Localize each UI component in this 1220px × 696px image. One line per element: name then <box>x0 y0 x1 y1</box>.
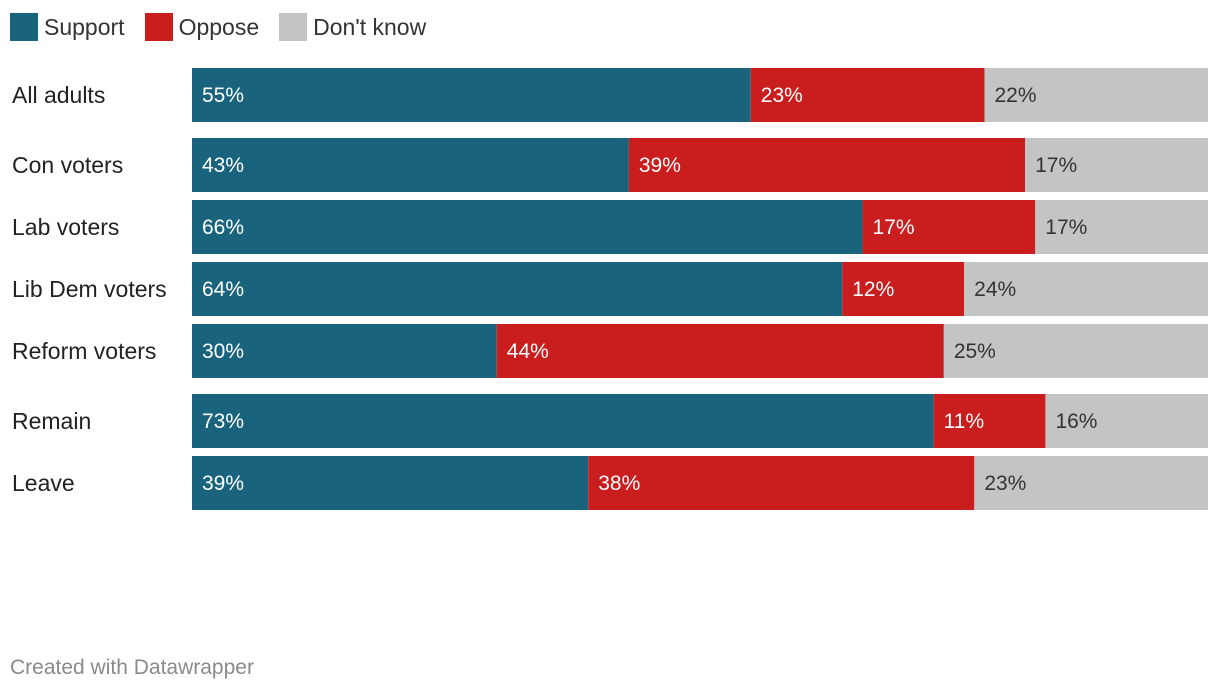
value-label-support-leave: 39% <box>202 472 244 495</box>
bar-oppose-remain <box>933 394 1046 448</box>
bar-support-lab-voters <box>192 200 863 254</box>
bar-support-lib-dem-voters <box>192 262 843 316</box>
bar-support-con-voters <box>192 138 629 192</box>
legend-label-don-t-know: Don't know <box>313 13 427 40</box>
bar-row-remain: Remain 73% 11% 16% <box>12 394 1208 448</box>
value-label-don-t-know-con-voters: 17% <box>1035 154 1077 177</box>
value-label-support-remain: 73% <box>202 410 244 433</box>
bar-don-t-know-leave <box>974 456 1208 510</box>
value-label-don-t-know-leave: 23% <box>984 472 1026 495</box>
value-label-don-t-know-lab-voters: 17% <box>1045 216 1087 239</box>
bar-don-t-know-con-voters <box>1025 138 1208 192</box>
value-label-don-t-know-remain: 16% <box>1055 410 1097 433</box>
value-label-don-t-know-lib-dem-voters: 24% <box>974 278 1016 301</box>
bar-support-leave <box>192 456 589 510</box>
bar-row-leave: Leave 39% 38% 23% <box>12 456 1208 510</box>
row-label-reform-voters: Reform voters <box>12 338 156 364</box>
value-label-support-all-adults: 55% <box>202 84 244 107</box>
row-label-lab-voters: Lab voters <box>12 214 119 240</box>
value-label-support-con-voters: 43% <box>202 154 244 177</box>
row-label-remain: Remain <box>12 408 91 434</box>
bar-row-all-adults: All adults 55% 23% 22% <box>12 68 1208 122</box>
bar-support-reform-voters <box>192 324 497 378</box>
bar-don-t-know-all-adults <box>984 68 1208 122</box>
bar-oppose-all-adults <box>750 68 985 122</box>
legend-item-oppose: Oppose <box>144 13 260 41</box>
value-label-oppose-leave: 38% <box>598 472 640 495</box>
bar-oppose-leave <box>588 456 975 510</box>
legend-label-oppose: Oppose <box>178 13 260 40</box>
value-label-oppose-lib-dem-voters: 12% <box>852 278 894 301</box>
bar-row-lib-dem-voters: Lib Dem voters 64% 12% 24% <box>12 262 1208 316</box>
bar-row-lab-voters: Lab voters 66% 17% 17% <box>12 200 1208 254</box>
legend-item-support: Support <box>10 13 125 41</box>
bar-row-con-voters: Con voters 43% 39% 17% <box>12 138 1208 192</box>
legend-swatch-oppose <box>144 13 173 41</box>
value-label-don-t-know-reform-voters: 25% <box>954 340 996 363</box>
bar-row-reform-voters: Reform voters 30% 44% 25% <box>12 324 1208 378</box>
legend-swatch-don-t-know <box>279 13 308 41</box>
value-label-oppose-remain: 11% <box>944 410 984 433</box>
bar-don-t-know-reform-voters <box>943 324 1208 378</box>
value-label-oppose-reform-voters: 44% <box>507 340 549 363</box>
datawrapper-credit: Created with Datawrapper <box>10 656 254 679</box>
bar-support-remain <box>192 394 934 448</box>
chart-legend: Support Oppose Don't know <box>10 10 446 44</box>
legend-label-support: Support <box>44 13 125 40</box>
bar-oppose-lab-voters <box>862 200 1036 254</box>
bar-oppose-reform-voters <box>496 324 944 378</box>
bar-oppose-lib-dem-voters <box>842 262 965 316</box>
value-label-oppose-con-voters: 39% <box>639 154 681 177</box>
legend-swatch-support <box>10 13 38 41</box>
bar-don-t-know-lab-voters <box>1035 200 1208 254</box>
value-label-support-reform-voters: 30% <box>202 340 244 363</box>
bar-don-t-know-lib-dem-voters <box>964 262 1208 316</box>
bar-support-all-adults <box>192 68 751 122</box>
value-label-support-lab-voters: 66% <box>202 216 244 239</box>
value-label-don-t-know-all-adults: 22% <box>994 84 1036 107</box>
row-label-con-voters: Con voters <box>12 152 123 178</box>
row-label-all-adults: All adults <box>12 82 105 108</box>
value-label-support-lib-dem-voters: 64% <box>202 278 244 301</box>
value-label-oppose-lab-voters: 17% <box>873 216 915 239</box>
bar-oppose-con-voters <box>628 138 1026 192</box>
bar-don-t-know-remain <box>1045 394 1208 448</box>
legend-item-don-t-know: Don't know <box>279 13 426 41</box>
value-label-oppose-all-adults: 23% <box>761 84 803 107</box>
row-label-leave: Leave <box>12 470 75 496</box>
row-label-lib-dem-voters: Lib Dem voters <box>12 276 167 302</box>
